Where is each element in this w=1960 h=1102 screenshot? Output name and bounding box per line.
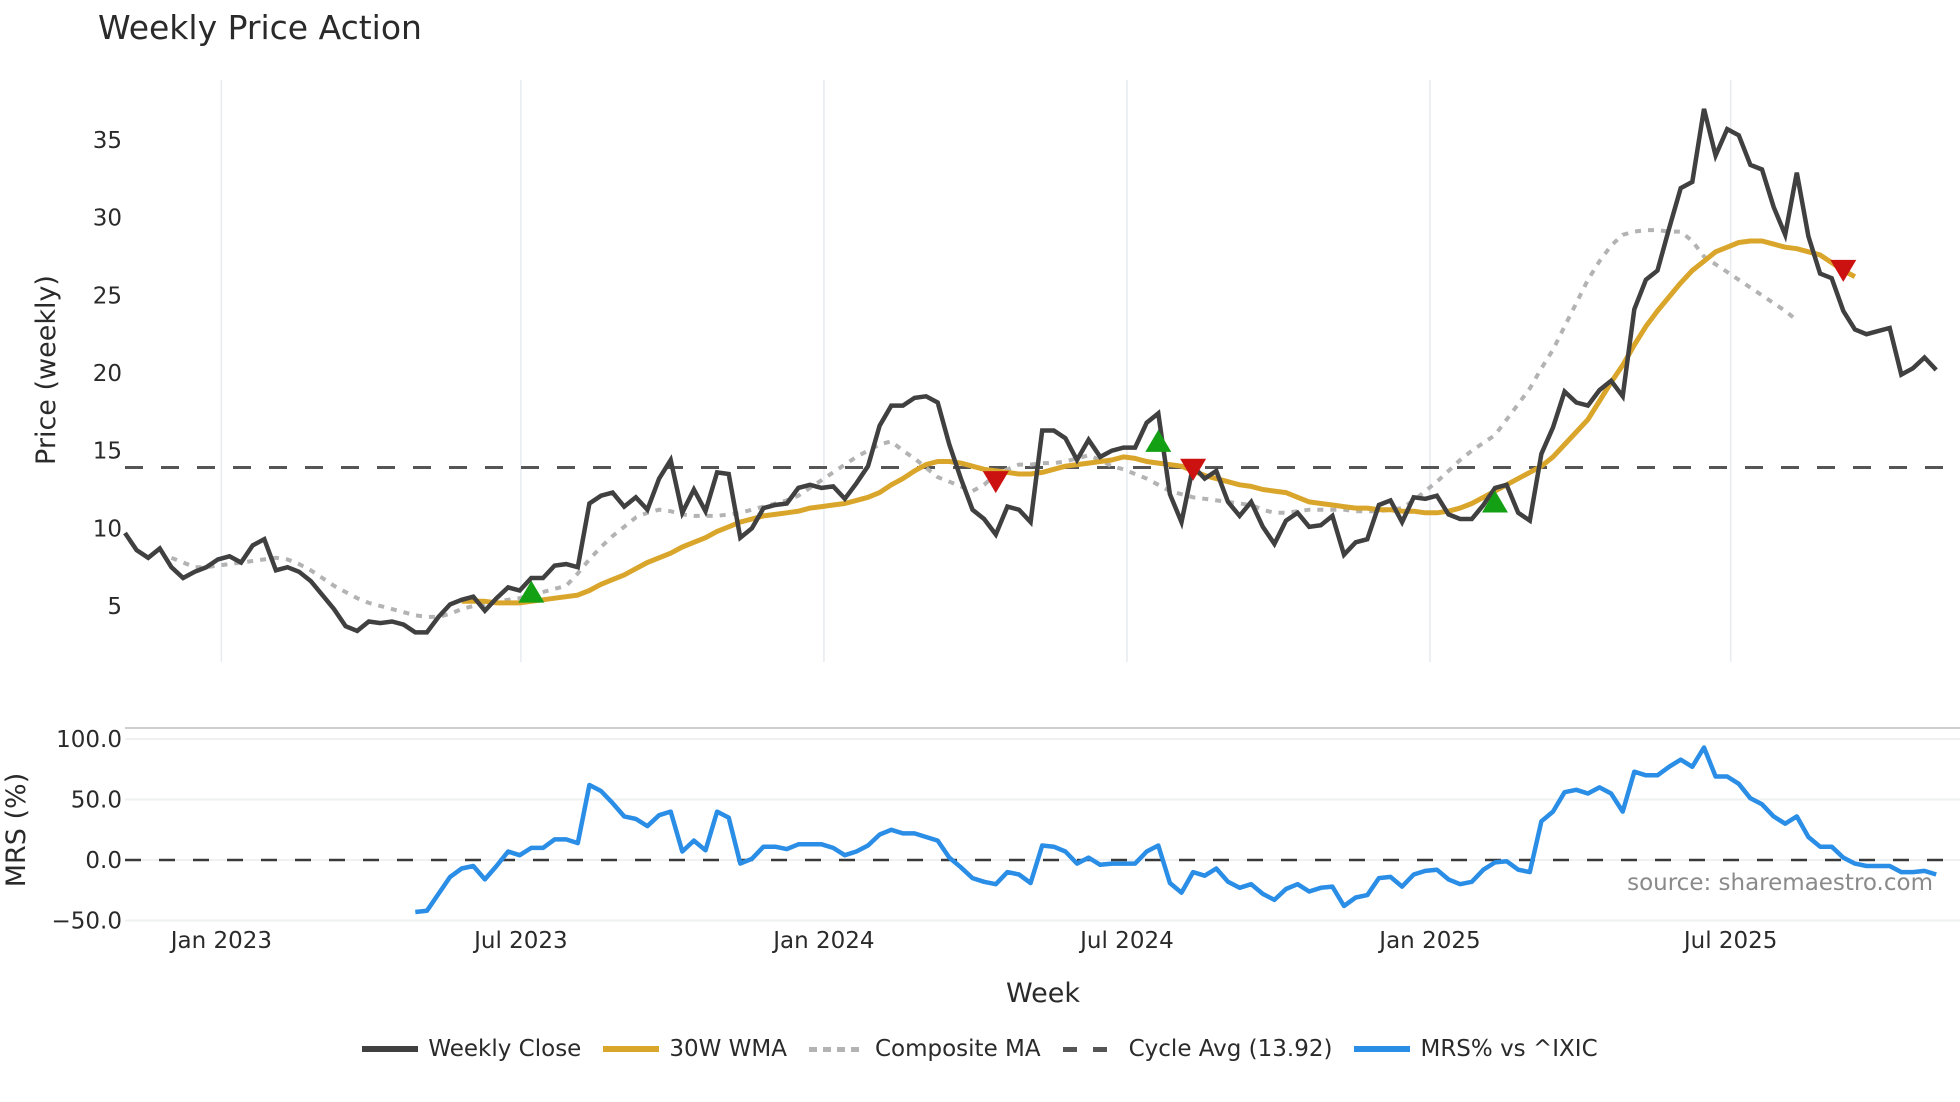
gridlines bbox=[125, 80, 1960, 922]
price-y-tick-label: 35 bbox=[93, 128, 122, 154]
sell-signal-triangle-down-icon bbox=[1830, 259, 1857, 282]
mrs-y-axis-ticks: −50.0 0.0 50.0 100.0 bbox=[52, 727, 122, 935]
price-y-tick-label: 30 bbox=[93, 206, 122, 232]
wma-swatch-icon bbox=[603, 1046, 660, 1052]
mrs-y-axis-title: MRS (%) bbox=[1, 773, 32, 888]
wma-30w-line bbox=[461, 238, 1857, 606]
mrs-y-tick-label: 0.0 bbox=[85, 848, 122, 874]
signal-markers bbox=[518, 259, 1857, 603]
legend-item-mrs[interactable]: MRS% vs ^IXIC bbox=[1354, 1036, 1598, 1062]
legend-label: 30W WMA bbox=[669, 1036, 787, 1062]
legend-item-weekly-close[interactable]: Weekly Close bbox=[362, 1036, 581, 1062]
price-y-tick-label: 25 bbox=[93, 283, 122, 309]
x-axis-title: Week bbox=[1006, 978, 1080, 1009]
price-y-tick-label: 10 bbox=[93, 516, 122, 542]
sell-signal-triangle-down-icon bbox=[1180, 458, 1207, 481]
mrs-y-tick-label: −50.0 bbox=[52, 909, 122, 935]
mrs-y-tick-label: 50.0 bbox=[71, 788, 122, 814]
mrs-line bbox=[415, 745, 1937, 915]
mrs-swatch-icon bbox=[1354, 1046, 1411, 1052]
legend-label: MRS% vs ^IXIC bbox=[1420, 1036, 1598, 1062]
price-y-tick-label: 5 bbox=[107, 594, 122, 620]
legend-item-cycle-avg[interactable]: Cycle Avg (13.92) bbox=[1062, 1036, 1333, 1062]
x-tick-label: Jul 2025 bbox=[1682, 928, 1778, 954]
chart-canvas: 5 10 15 20 25 30 35 Price (weekly) −50.0 0.0 50.… bbox=[1, 80, 1960, 1009]
price-y-axis-title: Price (weekly) bbox=[31, 275, 62, 465]
x-tick-label: Jan 2024 bbox=[771, 928, 874, 954]
legend-item-composite-ma[interactable]: Composite MA bbox=[808, 1036, 1041, 1062]
price-y-axis-ticks: 5 10 15 20 25 30 35 bbox=[93, 128, 122, 620]
buy-signal-triangle-up-icon bbox=[1145, 429, 1172, 452]
weekly-close-line bbox=[123, 108, 1938, 635]
x-tick-label: Jan 2025 bbox=[1377, 928, 1480, 954]
x-tick-label: Jan 2023 bbox=[169, 928, 272, 954]
legend-item-wma[interactable]: 30W WMA bbox=[603, 1036, 787, 1062]
weekly-close-swatch-icon bbox=[362, 1046, 419, 1052]
composite-ma-swatch-icon bbox=[808, 1046, 865, 1052]
mrs-y-tick-label: 100.0 bbox=[56, 727, 122, 753]
legend-label: Weekly Close bbox=[428, 1036, 582, 1062]
legend-label: Composite MA bbox=[874, 1036, 1041, 1062]
buy-signal-triangle-up-icon bbox=[1481, 490, 1508, 513]
x-tick-label: Jul 2024 bbox=[1078, 928, 1174, 954]
price-y-tick-label: 20 bbox=[93, 361, 122, 387]
legend-label: Cycle Avg (13.92) bbox=[1128, 1036, 1333, 1062]
source-note: source: sharemaestro.com bbox=[1627, 870, 1933, 896]
chart-title: Weekly Price Action bbox=[98, 8, 422, 47]
x-axis-ticks: Jan 2023 Jul 2023 Jan 2024 Jul 2024 Jan 2025… bbox=[169, 928, 1778, 954]
x-tick-label: Jul 2023 bbox=[472, 928, 568, 954]
cycle-avg-swatch-icon bbox=[1062, 1046, 1119, 1052]
sell-signal-triangle-down-icon bbox=[982, 471, 1009, 494]
price-y-tick-label: 15 bbox=[93, 439, 122, 465]
buy-signal-triangle-up-icon bbox=[518, 580, 545, 603]
legend: Weekly Close 30W WMA Composite MA Cycle … bbox=[0, 1036, 1960, 1062]
